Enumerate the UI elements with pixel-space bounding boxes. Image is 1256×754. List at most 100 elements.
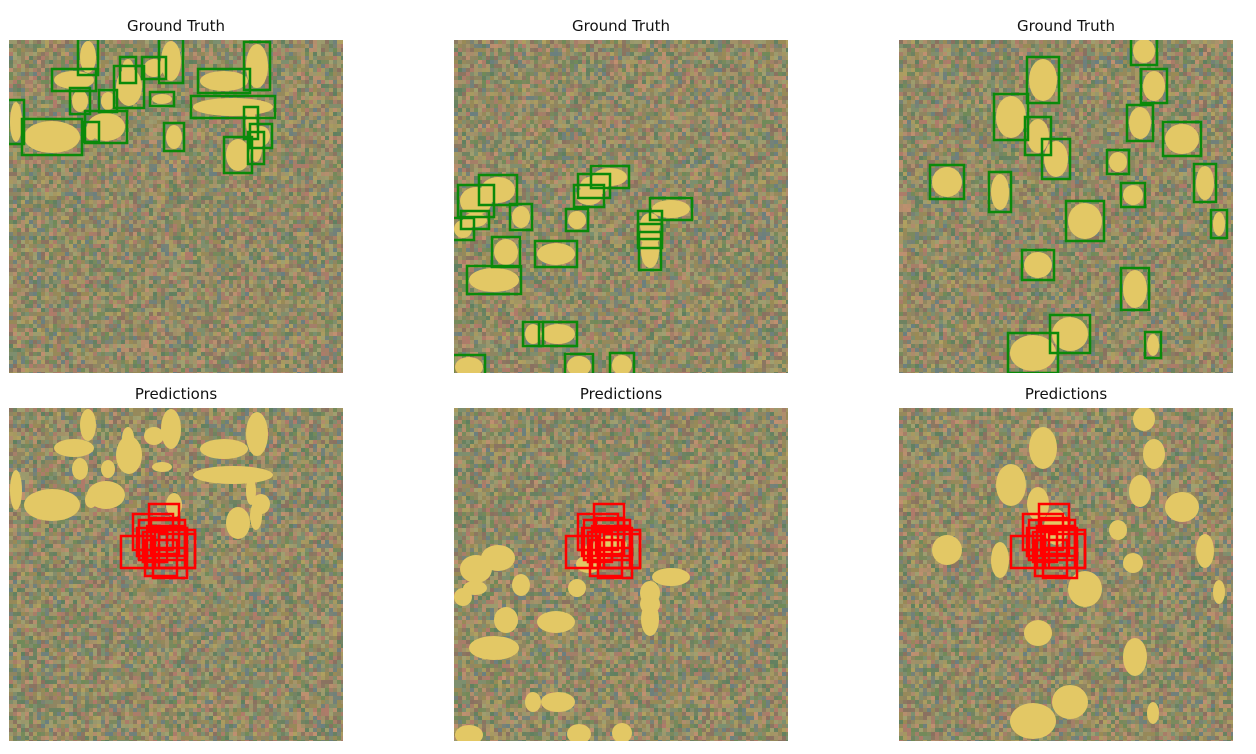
- panel-title: Ground Truth: [9, 16, 343, 36]
- object-blob: [1010, 703, 1056, 739]
- ground-truth-box: [521, 320, 545, 348]
- object-blob: [193, 466, 273, 484]
- prediction-box: [1025, 526, 1079, 558]
- ground-truth-box: [157, 40, 185, 85]
- ground-truth-box: [636, 222, 664, 250]
- object-blob: [460, 555, 492, 583]
- object-blob: [494, 607, 518, 633]
- object-blob: [494, 239, 518, 265]
- object-blob: [1196, 166, 1214, 200]
- ground-truth-box: [537, 320, 579, 348]
- prediction-box: [143, 538, 179, 578]
- predictions-image-1: [9, 408, 343, 741]
- ground-truth-box: [589, 164, 631, 190]
- ground-truth-box: [563, 352, 595, 373]
- object-blob: [469, 268, 519, 292]
- prediction-box: [1047, 532, 1087, 570]
- object-blob: [193, 98, 273, 116]
- object-blob: [1068, 571, 1102, 607]
- object-blob: [1024, 620, 1052, 646]
- ground-truth-box: [50, 67, 98, 93]
- ground-truth-box: [68, 86, 92, 116]
- object-blob: [250, 502, 262, 530]
- ground-truth-box: [222, 135, 254, 175]
- prediction-box: [151, 546, 189, 580]
- object-blob: [161, 409, 181, 449]
- object-blob: [1133, 408, 1155, 431]
- ground-truth-box: [242, 40, 272, 92]
- object-blob: [1010, 335, 1056, 371]
- ground-truth-box: [1129, 40, 1159, 67]
- object-blob: [640, 594, 660, 614]
- prediction-box: [149, 516, 181, 556]
- ground-truth-box: [1025, 55, 1061, 105]
- object-blob: [576, 187, 602, 205]
- object-blob: [1027, 119, 1049, 153]
- prediction-box: [594, 516, 626, 556]
- object-blob: [1165, 124, 1199, 154]
- ground-truth-box: [76, 40, 100, 77]
- ground-truth-box: [1064, 199, 1106, 243]
- object-blob: [1123, 270, 1147, 308]
- object-blob: [200, 439, 248, 459]
- ground-truth-box: [564, 207, 590, 233]
- object-blob: [455, 725, 483, 741]
- predictions-image-3: [899, 408, 1233, 741]
- object-blob: [1165, 492, 1199, 522]
- object-blob: [1143, 71, 1165, 101]
- prediction-box: [1033, 538, 1069, 578]
- object-blob: [152, 462, 172, 472]
- panel-title: Ground Truth: [899, 16, 1233, 36]
- object-blob: [80, 409, 96, 441]
- ground-truth-box: [987, 170, 1013, 214]
- object-blob: [1068, 203, 1102, 239]
- object-blob: [512, 574, 530, 596]
- panel-title: Predictions: [9, 384, 343, 404]
- object-blob: [80, 41, 96, 73]
- object-blob: [1044, 141, 1068, 177]
- ground-truth-box: [477, 173, 519, 207]
- object-blob: [10, 102, 22, 142]
- object-blob: [1147, 702, 1159, 724]
- object-blob: [1129, 475, 1151, 507]
- object-blob: [568, 211, 586, 229]
- ground-truth-box: [1209, 208, 1229, 240]
- object-blob: [152, 94, 172, 104]
- prediction-box: [157, 532, 197, 570]
- ground-truth-box: [81, 120, 101, 144]
- object-blob: [525, 324, 541, 344]
- object-blob: [166, 125, 182, 149]
- object-blob: [1052, 685, 1088, 719]
- prediction-box: [588, 538, 624, 578]
- object-blob: [652, 200, 690, 218]
- object-blob: [101, 460, 115, 478]
- noise-texture: [454, 40, 788, 373]
- object-blob: [537, 243, 575, 265]
- ground-truth-box: [1020, 248, 1056, 282]
- object-blob: [72, 458, 88, 480]
- object-blob: [1147, 334, 1159, 356]
- ground-truth-box: [456, 183, 496, 219]
- prediction-box: [602, 532, 642, 570]
- object-blob: [116, 436, 142, 474]
- ground-truth-image-1: [9, 40, 343, 373]
- object-blob: [1109, 152, 1127, 172]
- ground-truth-box: [1192, 162, 1218, 204]
- panel-title: Ground Truth: [454, 16, 788, 36]
- ground-truth-box: [454, 353, 487, 373]
- ground-truth-box: [196, 67, 252, 95]
- object-blob: [144, 427, 164, 445]
- ground-truth-box: [1006, 331, 1060, 373]
- object-blob: [1129, 107, 1151, 139]
- ground-truth-box: [608, 351, 636, 373]
- object-blob: [1024, 252, 1052, 278]
- ground-truth-box: [1023, 115, 1053, 157]
- object-blob: [85, 124, 97, 140]
- ground-truth-image-3: [899, 40, 1233, 373]
- prediction-box: [1041, 546, 1079, 580]
- object-blob: [1213, 580, 1225, 604]
- ground-truth-box: [112, 64, 146, 110]
- prediction-box: [135, 526, 189, 558]
- ground-truth-box: [140, 55, 168, 81]
- ground-truth-box: [162, 121, 186, 153]
